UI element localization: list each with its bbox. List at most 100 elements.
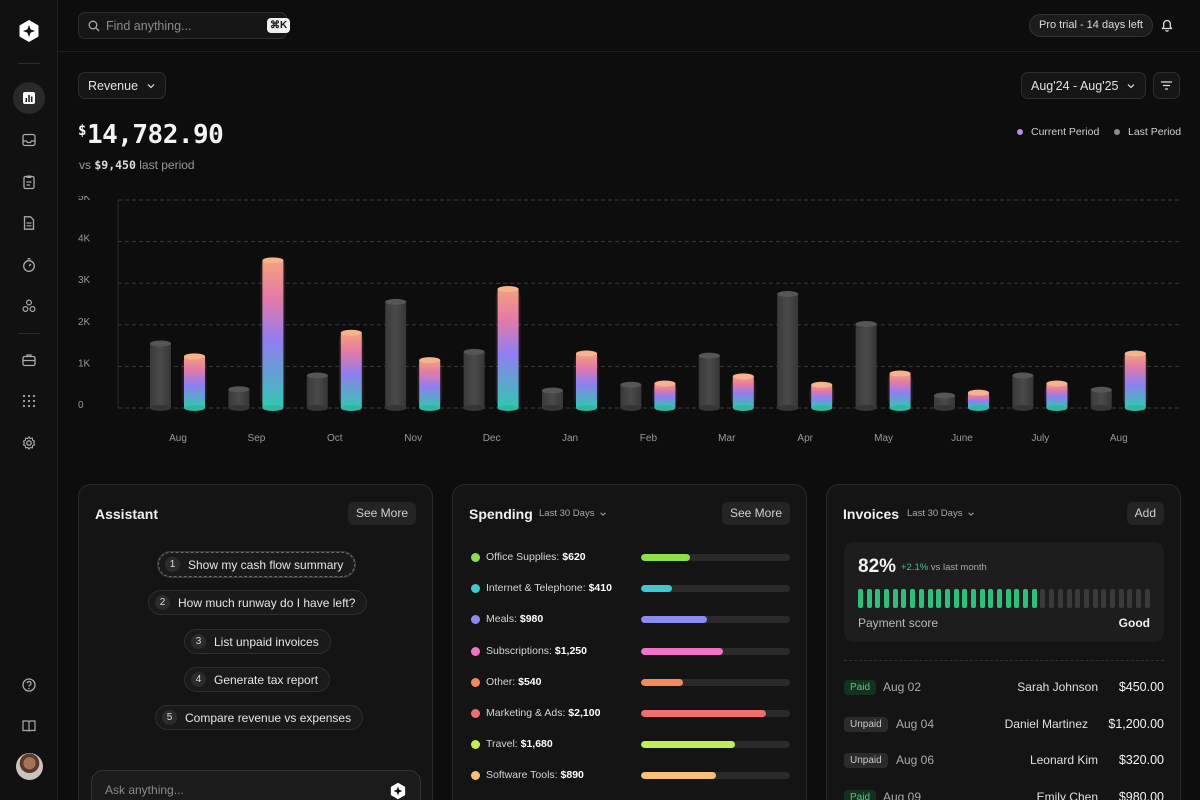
spending-item[interactable]: Travel: $1,680 — [471, 737, 791, 753]
spending-bar-track — [641, 741, 790, 749]
spending-item[interactable]: Office Supplies: $620 — [471, 550, 791, 566]
current-period-bar[interactable] — [260, 257, 286, 411]
sidebar-item-help[interactable] — [13, 669, 45, 701]
assistant-see-more-button[interactable]: See More — [347, 502, 416, 525]
invoice-row[interactable]: Unpaid Aug 04 Daniel Martinez $1,200.00 — [844, 715, 1164, 735]
current-period-bar[interactable] — [809, 381, 835, 411]
score-tick — [1057, 589, 1063, 608]
assistant-prompt-1[interactable]: 1 Show my cash flow summary — [158, 552, 356, 577]
score-tick — [1083, 589, 1089, 608]
invoice-status-badge: Paid — [844, 680, 877, 695]
spending-amount: $540 — [518, 675, 542, 688]
last-period-bar[interactable] — [934, 392, 955, 411]
current-period-bar[interactable] — [495, 286, 521, 411]
invoice-row[interactable]: Unpaid Aug 06 Leonard Kim $320.00 — [844, 751, 1164, 771]
ask-input[interactable] — [105, 783, 365, 797]
spending-period-selector[interactable]: Last 30 Days — [539, 508, 607, 519]
sidebar-item-work[interactable] — [13, 344, 45, 376]
current-period-bar[interactable] — [652, 380, 678, 411]
date-range-selector[interactable]: Aug'24 - Aug'25 — [1021, 72, 1147, 99]
metric-selector-label: Revenue — [88, 78, 139, 93]
spending-bar-fill — [641, 647, 723, 655]
last-period-bar[interactable] — [463, 348, 485, 411]
help-icon — [22, 678, 36, 692]
current-period-bar[interactable] — [887, 370, 913, 411]
comparison-prefix: vs — [79, 158, 91, 172]
sidebar-item-docs[interactable] — [13, 710, 45, 742]
metric-selector[interactable]: Revenue — [78, 72, 167, 99]
invoice-row[interactable]: Paid Aug 09 Emily Chen $980.00 — [844, 788, 1164, 800]
briefcase-icon — [22, 354, 36, 367]
last-period-bar[interactable] — [228, 386, 250, 411]
last-period-bar[interactable] — [777, 291, 799, 411]
spending-bar-fill — [641, 678, 683, 686]
sidebar-item-time[interactable] — [13, 249, 45, 281]
current-period-bar[interactable] — [574, 350, 599, 411]
assistant-prompt-2[interactable]: 2 How much runway do I have left? — [148, 590, 368, 615]
current-period-bar[interactable] — [966, 389, 991, 411]
trial-badge[interactable]: Pro trial - 14 days left — [1029, 14, 1153, 37]
sidebar-item-settings[interactable] — [13, 427, 45, 459]
score-tick — [1127, 589, 1133, 608]
current-period-bar[interactable] — [417, 357, 443, 411]
invoices-divider — [844, 660, 1164, 661]
legend-last: Last Period — [1114, 126, 1181, 138]
last-period-bar[interactable] — [1012, 372, 1034, 411]
add-invoice-button[interactable]: Add — [1126, 502, 1164, 525]
chevron-down-icon — [600, 511, 607, 516]
last-period-bar[interactable] — [542, 387, 563, 411]
last-period-bar[interactable] — [306, 372, 328, 411]
bell-icon[interactable] — [1159, 17, 1175, 33]
last-period-bar[interactable] — [1090, 386, 1112, 411]
sidebar-item-apps[interactable] — [13, 290, 45, 322]
spending-see-more-button[interactable]: See More — [721, 502, 790, 525]
spending-item[interactable]: Other: $540 — [471, 675, 791, 691]
sidebar-item-documents[interactable] — [13, 207, 45, 239]
score-tick — [1014, 589, 1020, 608]
spending-amount: $2,100 — [568, 707, 601, 719]
last-period-bar[interactable] — [698, 352, 720, 411]
spending-bar-fill — [641, 741, 735, 749]
spending-color-dot — [471, 709, 480, 718]
gear-icon — [22, 436, 36, 450]
current-period-bar[interactable] — [1044, 380, 1070, 411]
invoice-client: Emily Chen — [1036, 789, 1098, 800]
spending-bar-track — [641, 678, 790, 686]
x-tick-label: July — [1032, 433, 1050, 444]
current-period-bar[interactable] — [1122, 350, 1148, 411]
last-period-bar[interactable] — [385, 298, 407, 411]
score-tick — [1031, 589, 1037, 608]
assistant-prompt-4[interactable]: 4 Generate tax report — [184, 667, 331, 692]
filter-icon — [1160, 81, 1173, 90]
logo-icon[interactable] — [17, 19, 41, 43]
assistant-title: Assistant — [95, 506, 159, 522]
last-period-bar[interactable] — [855, 320, 877, 411]
invoices-period-selector[interactable]: Last 30 Days — [907, 508, 975, 519]
spending-item[interactable]: Software Tools: $890 — [471, 768, 791, 784]
search-input[interactable] — [106, 18, 267, 33]
sidebar-item-inbox[interactable] — [13, 124, 45, 156]
current-period-bar[interactable] — [338, 329, 364, 411]
spending-item[interactable]: Subscriptions: $1,250 — [471, 644, 791, 660]
spending-item[interactable]: Internet & Telephone: $410 — [471, 581, 791, 597]
current-period-bar[interactable] — [182, 353, 207, 411]
current-period-bar[interactable] — [730, 373, 756, 411]
avatar[interactable] — [16, 753, 43, 780]
invoice-date: Aug 06 — [896, 753, 935, 768]
spending-label: Internet & Telephone: $410 — [486, 582, 612, 594]
spending-item[interactable]: Meals: $980 — [471, 612, 791, 628]
invoice-row[interactable]: Paid Aug 02 Sarah Johnson $450.00 — [844, 678, 1164, 698]
send-icon[interactable] — [389, 782, 407, 800]
sidebar-item-tasks[interactable] — [13, 166, 45, 198]
filter-button[interactable] — [1153, 72, 1180, 99]
assistant-prompt-5[interactable]: 5 Compare revenue vs expenses — [155, 705, 364, 730]
assistant-prompt-3[interactable]: 3 List unpaid invoices — [184, 629, 331, 654]
sidebar-item-grid[interactable] — [13, 385, 45, 417]
last-period-bar[interactable] — [620, 381, 642, 411]
x-tick-label: Jan — [562, 433, 578, 444]
sidebar — [0, 0, 58, 800]
spending-item[interactable]: Marketing & Ads: $2,100 — [471, 706, 791, 722]
spending-bar-track — [641, 585, 790, 593]
sidebar-item-analytics[interactable] — [13, 82, 45, 114]
last-period-bar[interactable] — [150, 340, 171, 411]
